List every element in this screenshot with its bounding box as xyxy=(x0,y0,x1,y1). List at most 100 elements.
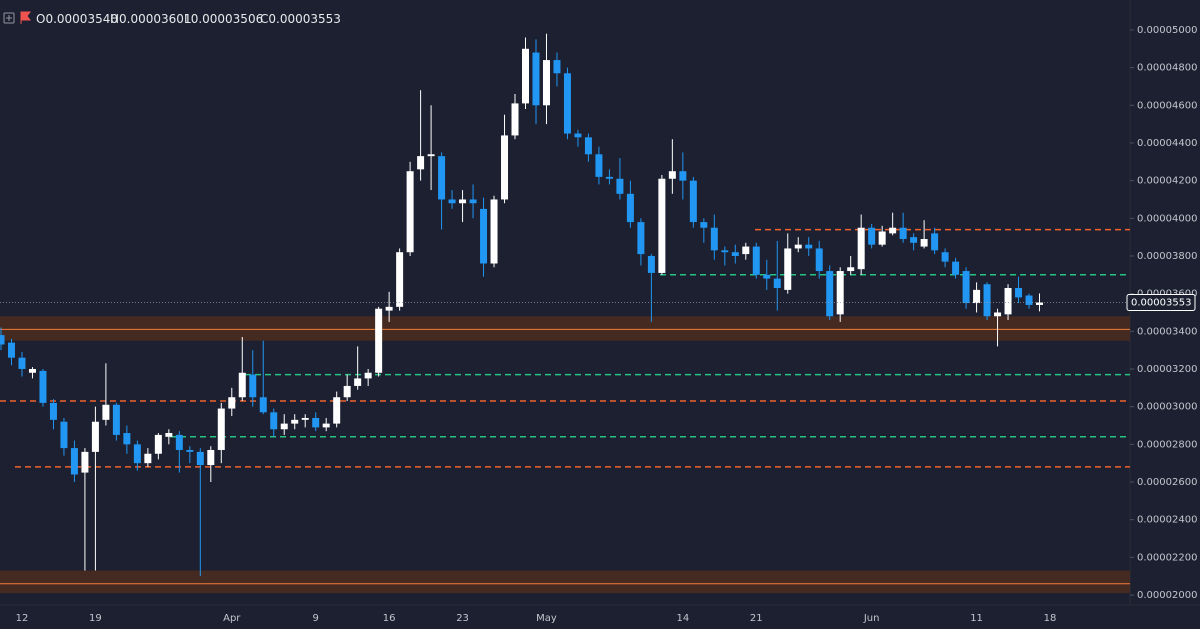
candle-body xyxy=(427,154,435,157)
candle-body xyxy=(794,244,802,249)
candle-body xyxy=(228,397,236,409)
x-tick-label: 14 xyxy=(676,613,689,624)
x-tick-label: 9 xyxy=(313,613,319,624)
y-tick-label: 0.00003200 xyxy=(1137,364,1197,375)
candle-body xyxy=(165,433,173,437)
candle-body xyxy=(679,171,687,181)
candle-body xyxy=(375,308,383,373)
candle-body xyxy=(532,52,540,106)
last-price-label: 0.00003553 xyxy=(1131,298,1191,309)
x-tick-label: 11 xyxy=(970,613,983,624)
symbol-icons xyxy=(3,11,31,24)
y-tick-label: 0.00004200 xyxy=(1137,176,1197,187)
x-tick-label: 19 xyxy=(89,613,102,624)
candle-body xyxy=(752,246,760,275)
candle-body xyxy=(249,374,257,398)
candle-body xyxy=(952,261,960,275)
candle-body xyxy=(773,278,781,288)
legend-item: L0.00003506 xyxy=(184,12,263,26)
y-tick-label: 0.00004400 xyxy=(1137,138,1197,149)
candle-body xyxy=(81,451,89,473)
x-tick-label: Apr xyxy=(223,613,241,624)
candle-body xyxy=(742,246,750,255)
y-tick-label: 0.00002400 xyxy=(1137,515,1197,526)
candle-body xyxy=(112,404,120,435)
candle-body xyxy=(962,271,970,304)
flag-icon[interactable] xyxy=(20,11,31,24)
candle-body xyxy=(207,449,215,466)
support-zone xyxy=(0,316,1130,341)
candle-body xyxy=(1004,287,1012,315)
candle-body xyxy=(354,378,362,386)
last-price-box xyxy=(1126,294,1196,311)
y-tick-label: 0.00003800 xyxy=(1137,251,1197,262)
candle-body xyxy=(668,171,676,179)
candle-body xyxy=(763,274,771,279)
candle-body xyxy=(7,342,15,358)
x-tick-label: 18 xyxy=(1044,613,1057,624)
candle-body xyxy=(994,312,1002,317)
candle-body xyxy=(501,135,509,200)
candle-body xyxy=(658,178,666,273)
legend-value: 0.00003601 xyxy=(119,12,192,26)
candle-body xyxy=(18,357,26,369)
legend-item: O0.00003540 xyxy=(36,12,118,26)
candle-body xyxy=(805,244,813,249)
candle-body xyxy=(364,372,372,379)
expand-icon[interactable] xyxy=(3,12,15,24)
candle-body xyxy=(469,199,477,204)
legend-item: C0.00003553 xyxy=(260,12,341,26)
candle-body xyxy=(605,176,613,179)
candle-body xyxy=(542,60,550,106)
candle-body xyxy=(123,433,131,445)
candle-body xyxy=(322,423,330,428)
legend-key: O xyxy=(36,12,45,26)
candle-body xyxy=(217,408,225,450)
y-tick-label: 0.00002600 xyxy=(1137,477,1197,488)
support-zone xyxy=(0,570,1130,594)
candle-body xyxy=(70,448,78,475)
candle-body xyxy=(584,137,592,155)
candle-body xyxy=(857,227,865,270)
candle-body xyxy=(910,237,918,243)
candle-body xyxy=(878,231,886,245)
candle-body xyxy=(616,178,624,194)
legend-key: L xyxy=(184,12,191,26)
candle-body xyxy=(1015,287,1023,298)
candle-body xyxy=(731,252,739,256)
candle-body xyxy=(438,156,446,200)
candle-body xyxy=(836,271,844,315)
x-tick-label: 16 xyxy=(383,613,396,624)
candle-body xyxy=(721,250,729,253)
candle-body xyxy=(522,48,529,104)
candle-body xyxy=(259,397,267,413)
legend-value: 0.00003553 xyxy=(268,12,341,26)
y-tick-label: 0.00003000 xyxy=(1137,402,1197,413)
candle-body xyxy=(91,421,99,452)
y-tick-label: 0.00002800 xyxy=(1137,439,1197,450)
x-tick-label: 23 xyxy=(456,613,469,624)
candle-body xyxy=(973,289,981,304)
candle-body xyxy=(459,199,467,204)
y-tick-label: 0.00004600 xyxy=(1137,100,1197,111)
candle-body xyxy=(700,222,708,228)
candle-body xyxy=(102,404,110,420)
candle-body xyxy=(291,419,299,424)
y-tick-label: 0.00002200 xyxy=(1137,552,1197,563)
legend-key: H xyxy=(110,12,119,26)
candle-body xyxy=(868,227,876,245)
legend-key: C xyxy=(260,12,268,26)
candle-body xyxy=(626,193,634,223)
candle-body xyxy=(175,434,183,450)
candle-body xyxy=(689,180,697,223)
x-tick-label: 21 xyxy=(750,613,763,624)
y-tick-label: 0.00003400 xyxy=(1137,326,1197,337)
candle-body xyxy=(1025,295,1033,305)
candle-body xyxy=(417,156,425,170)
y-tick-label: 0.00002000 xyxy=(1137,590,1197,601)
candle-body xyxy=(154,434,162,454)
candle-body xyxy=(815,248,823,272)
